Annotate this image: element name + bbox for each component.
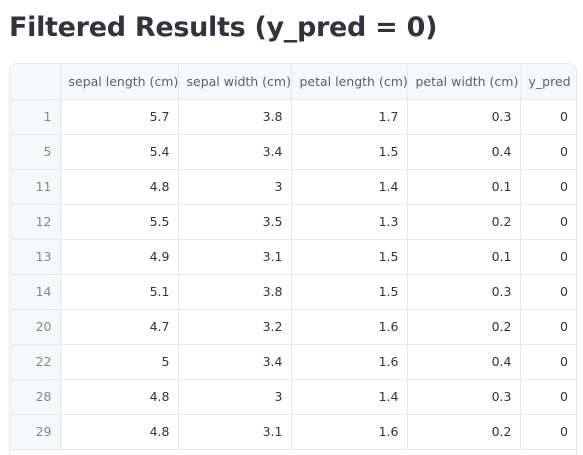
row-index-cell: 22 [10,344,61,380]
petal-width-cell[interactable]: 0.3 [407,274,521,310]
sepal-width-cell[interactable]: 3.1 [178,414,292,450]
sepal-length-cell[interactable]: 4.8 [60,414,179,450]
page-title: Filtered Results (y_pred = 0) [9,12,438,43]
row-index-cell: 12 [10,204,61,240]
y-pred-cell[interactable]: 0 [520,414,576,450]
sepal-width-cell[interactable]: 3.1 [178,239,292,275]
sepal-length-cell[interactable]: 4.7 [60,309,179,345]
petal-width-cell[interactable]: 0.4 [407,344,521,380]
petal-width-cell[interactable]: 0.3 [407,99,521,135]
petal-width-cell[interactable]: 0.2 [407,414,521,450]
petal-width-cell[interactable]: 0.3 [407,379,521,415]
row-index-cell: 29 [10,414,61,450]
table-row[interactable]: 5 5.4 3.4 1.5 0.4 0 [10,134,576,170]
table-row[interactable]: 1 5.7 3.8 1.7 0.3 0 [10,99,576,135]
y-pred-cell[interactable]: 0 [520,274,576,310]
petal-length-cell[interactable]: 1.4 [291,379,408,415]
table-row[interactable]: 13 4.9 3.1 1.5 0.1 0 [10,239,576,275]
table-row[interactable]: 14 5.1 3.8 1.5 0.3 0 [10,274,576,310]
table-row[interactable]: 11 4.8 3 1.4 0.1 0 [10,169,576,205]
sepal-length-cell[interactable]: 4.8 [60,169,179,205]
column-header-index[interactable] [10,64,61,100]
row-index-cell: 1 [10,99,61,135]
petal-width-cell[interactable]: 0.4 [407,134,521,170]
petal-length-cell[interactable]: 1.3 [291,204,408,240]
petal-width-cell[interactable]: 0.1 [407,239,521,275]
sepal-width-cell[interactable]: 3.8 [178,274,292,310]
sepal-length-cell[interactable]: 5.7 [60,99,179,135]
row-index-cell: 13 [10,239,61,275]
y-pred-cell[interactable]: 0 [520,344,576,380]
petal-width-cell[interactable]: 0.2 [407,309,521,345]
petal-length-cell[interactable]: 1.4 [291,169,408,205]
y-pred-cell[interactable]: 0 [520,309,576,345]
row-index-cell: 14 [10,274,61,310]
sepal-length-cell[interactable]: 5.1 [60,274,179,310]
petal-width-cell[interactable]: 0.2 [407,204,521,240]
sepal-width-cell[interactable]: 3.4 [178,134,292,170]
column-header-petal-length[interactable]: petal length (cm) [291,64,408,100]
table-row[interactable]: 28 4.8 3 1.4 0.3 0 [10,379,576,415]
sepal-length-cell[interactable]: 5.4 [60,134,179,170]
row-index-cell: 28 [10,379,61,415]
y-pred-cell[interactable]: 0 [520,169,576,205]
row-index-cell: 11 [10,169,61,205]
sepal-width-cell[interactable]: 3.4 [178,344,292,380]
petal-length-cell[interactable]: 1.6 [291,309,408,345]
sepal-width-cell[interactable]: 3.8 [178,99,292,135]
sepal-length-cell[interactable]: 5 [60,344,179,380]
sepal-width-cell[interactable]: 3.2 [178,309,292,345]
sepal-width-cell[interactable]: 3 [178,169,292,205]
sepal-length-cell[interactable]: 4.9 [60,239,179,275]
petal-length-cell[interactable]: 1.6 [291,414,408,450]
results-table: sepal length (cm) sepal width (cm) petal… [10,64,576,450]
y-pred-cell[interactable]: 0 [520,379,576,415]
column-header-petal-width[interactable]: petal width (cm) [407,64,521,100]
table-body: 1 5.7 3.8 1.7 0.3 0 5 5.4 3.4 1.5 0.4 0 … [10,99,576,450]
sepal-width-cell[interactable]: 3 [178,379,292,415]
column-header-y-pred[interactable]: y_pred [520,64,576,100]
column-header-sepal-length[interactable]: sepal length (cm) [60,64,179,100]
petal-length-cell[interactable]: 1.5 [291,239,408,275]
sepal-length-cell[interactable]: 4.8 [60,379,179,415]
column-header-sepal-width[interactable]: sepal width (cm) [178,64,292,100]
table-row[interactable]: 22 5 3.4 1.6 0.4 0 [10,344,576,380]
row-index-cell: 5 [10,134,61,170]
y-pred-cell[interactable]: 0 [520,134,576,170]
sepal-length-cell[interactable]: 5.5 [60,204,179,240]
table-row[interactable]: 12 5.5 3.5 1.3 0.2 0 [10,204,576,240]
table-row[interactable]: 29 4.8 3.1 1.6 0.2 0 [10,414,576,450]
petal-length-cell[interactable]: 1.5 [291,274,408,310]
y-pred-cell[interactable]: 0 [520,204,576,240]
petal-length-cell[interactable]: 1.7 [291,99,408,135]
y-pred-cell[interactable]: 0 [520,239,576,275]
table-row[interactable]: 20 4.7 3.2 1.6 0.2 0 [10,309,576,345]
petal-length-cell[interactable]: 1.5 [291,134,408,170]
results-table-container[interactable]: sepal length (cm) sepal width (cm) petal… [9,63,577,455]
y-pred-cell[interactable]: 0 [520,99,576,135]
petal-length-cell[interactable]: 1.6 [291,344,408,380]
petal-width-cell[interactable]: 0.1 [407,169,521,205]
table-header-row: sepal length (cm) sepal width (cm) petal… [10,64,576,100]
row-index-cell: 20 [10,309,61,345]
sepal-width-cell[interactable]: 3.5 [178,204,292,240]
